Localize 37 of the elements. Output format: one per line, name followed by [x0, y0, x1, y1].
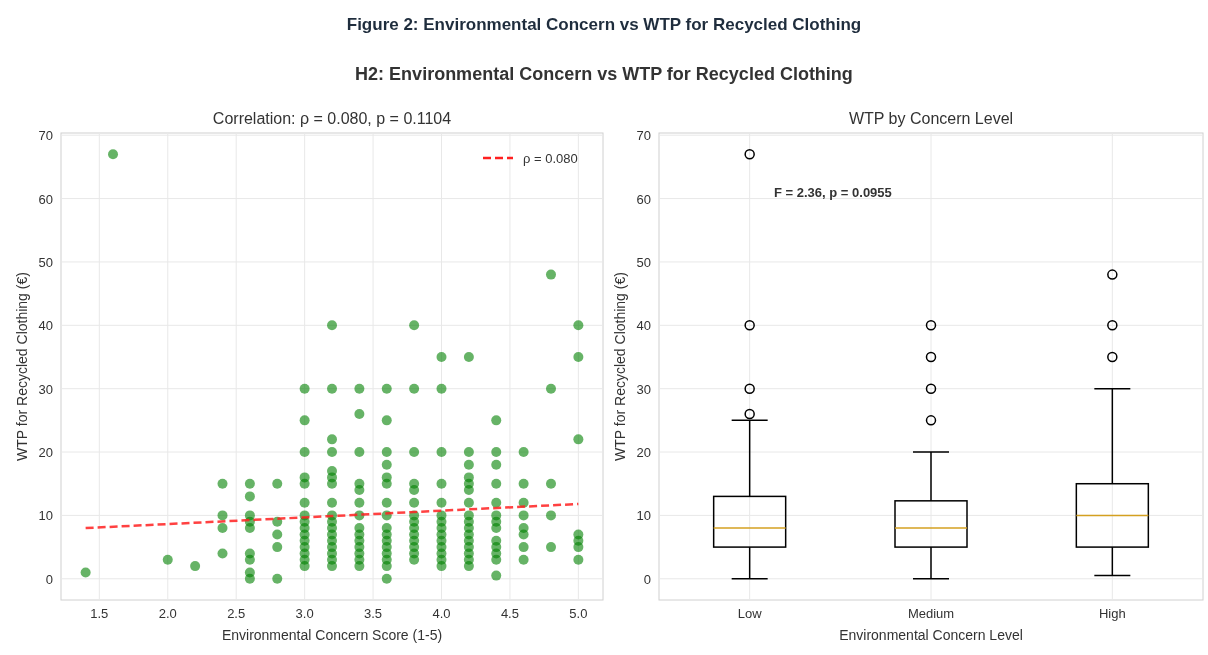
x-tick-label: 2.5: [227, 606, 246, 621]
y-tick-label: 50: [38, 254, 53, 270]
x-tick-label: 4.0: [432, 606, 451, 621]
y-axis-title: WTP for Recycled Clothing (€): [14, 272, 30, 461]
x-tick-label: High: [1098, 606, 1126, 621]
chart-title: WTP by Concern Level: [848, 110, 1014, 127]
y-axis-title: WTP for Recycled Clothing (€): [612, 272, 628, 461]
y-tick-label: 10: [636, 508, 651, 524]
y-tick-label: 70: [636, 128, 651, 144]
x-tick-label: Low: [737, 606, 763, 621]
x-tick-label: Medium: [907, 606, 955, 621]
x-axis-title: Environmental Concern Score (1-5): [221, 627, 443, 643]
y-tick-label: 20: [38, 445, 53, 461]
x-tick-label: 3.0: [295, 606, 314, 621]
y-tick-label: 30: [38, 381, 53, 397]
x-tick-label: 2.0: [158, 606, 177, 621]
y-tick-label: 70: [38, 128, 53, 144]
x-tick-label: 1.5: [90, 606, 109, 621]
y-tick-label: 40: [636, 318, 651, 334]
x-tick-label: 5.0: [569, 606, 588, 621]
y-tick-label: 60: [38, 191, 53, 207]
text: H2: Environmental Concern vs WTP for Recycled Clothing: [355, 64, 853, 84]
x-tick-label: 4.5: [500, 606, 519, 621]
chart-title: Correlation: ρ = 0.080, p = 0.1104: [212, 110, 452, 127]
legend-label: ρ = 0.080: [523, 151, 578, 166]
annotation: F = 2.36, p = 0.0955: [774, 185, 892, 200]
x-axis-title: Environmental Concern Level: [839, 627, 1023, 643]
y-tick-label: 40: [38, 318, 53, 334]
y-tick-label: 0: [45, 571, 53, 587]
y-tick-label: 30: [636, 381, 651, 397]
y-tick-label: 10: [38, 508, 53, 524]
x-tick-label: 3.5: [364, 606, 383, 621]
y-tick-label: 60: [636, 191, 651, 207]
caption: Figure 2: Environmental Concern vs WTP for Recycled Clothing: [346, 15, 862, 34]
y-tick-label: 50: [636, 254, 651, 270]
y-tick-label: 0: [643, 571, 651, 587]
y-tick-label: 20: [636, 445, 651, 461]
